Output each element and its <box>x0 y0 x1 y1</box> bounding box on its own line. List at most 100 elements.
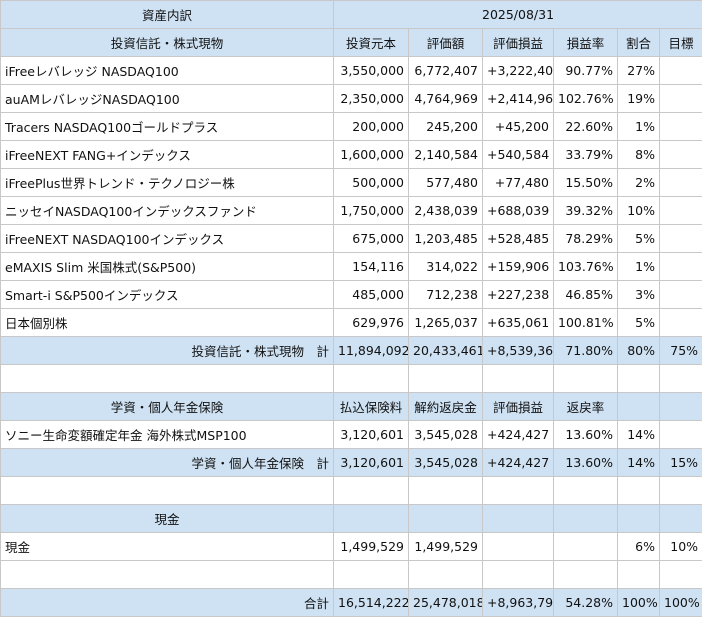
col-value-header: 評価額 <box>408 28 483 57</box>
grand-total-value: 25,478,018 <box>408 588 483 617</box>
row-gain: +2,414,969 <box>482 84 554 113</box>
row-share: 19% <box>617 84 660 113</box>
spacer-row <box>0 560 702 589</box>
total-share: 14% <box>617 448 660 477</box>
col-target-header: 目標 <box>658 28 702 57</box>
total-value: 20,433,461 <box>408 336 483 365</box>
spacer-row <box>0 476 702 505</box>
row-share: 5% <box>617 308 660 337</box>
table-row: eMAXIS Slim 米国株式(S&P500) 154,116 314,022 +1… <box>0 252 702 281</box>
row-name: 現金 <box>0 532 334 561</box>
table-row: ニッセイNASDAQ100インデックスファンド 1,750,000 2,438,03… <box>0 196 702 225</box>
insurance-total-row: 学資・個人年金保険 計 3,120,601 3,545,028 +424,427… <box>0 448 702 477</box>
row-rate: 102.76% <box>553 84 618 113</box>
table-row: iFreeレバレッジ NASDAQ100 3,550,000 6,772,407 +3… <box>0 56 702 85</box>
row-value: 1,203,485 <box>408 224 483 253</box>
row-target <box>658 280 702 309</box>
row-share: 2% <box>617 168 660 197</box>
row-principal: 675,000 <box>333 224 409 253</box>
row-name: Tracers NASDAQ100ゴールドプラス <box>0 112 334 141</box>
table-row: 現金 1,499,529 1,499,529 6% 10% <box>0 532 702 561</box>
row-name: iFreeNEXT NASDAQ100インデックス <box>0 224 334 253</box>
row-name: iFreeNEXT FANG+インデックス <box>0 140 334 169</box>
row-name: eMAXIS Slim 米国株式(S&P500) <box>0 252 334 281</box>
row-share: 10% <box>617 196 660 225</box>
row-rate: 78.29% <box>553 224 618 253</box>
col-surrender-header: 解約返戻金 <box>408 392 483 421</box>
row-rate: 46.85% <box>553 280 618 309</box>
row-gain: +688,039 <box>482 196 554 225</box>
row-target <box>658 140 702 169</box>
col-gain-header: 評価損益 <box>482 28 554 57</box>
cash-section-label: 現金 <box>0 504 334 533</box>
grand-total-rate: 54.28% <box>553 588 618 617</box>
row-target <box>658 224 702 253</box>
row-name: 日本個別株 <box>0 308 334 337</box>
row-value: 2,438,039 <box>408 196 483 225</box>
total-label: 投資信託・株式現物 計 <box>0 336 334 365</box>
row-target <box>658 84 702 113</box>
col-return-rate-header: 返戻率 <box>553 392 618 421</box>
table-row: iFreeNEXT FANG+インデックス 1,600,000 2,140,584 +… <box>0 140 702 169</box>
row-principal: 2,350,000 <box>333 84 409 113</box>
total-gain: +8,539,369 <box>482 336 554 365</box>
row-gain: +635,061 <box>482 308 554 337</box>
row-rate: 103.76% <box>553 252 618 281</box>
row-principal: 1,750,000 <box>333 196 409 225</box>
grand-total-target: 100% <box>658 588 702 617</box>
table-row: 日本個別株 629,976 1,265,037 +635,061 100.81% 5% <box>0 308 702 337</box>
row-principal: 1,499,529 <box>333 532 409 561</box>
grand-total-share: 100% <box>617 588 660 617</box>
row-value: 245,200 <box>408 112 483 141</box>
row-name: ニッセイNASDAQ100インデックスファンド <box>0 196 334 225</box>
row-rate: 39.32% <box>553 196 618 225</box>
title-row: 資産内訳 2025/08/31 <box>0 0 702 29</box>
row-gain: +540,584 <box>482 140 554 169</box>
table-row: iFreePlus世界トレンド・テクノロジー株 500,000 577,480 +77… <box>0 168 702 197</box>
row-gain: +159,906 <box>482 252 554 281</box>
row-rate <box>553 532 618 561</box>
row-principal: 3,550,000 <box>333 56 409 85</box>
total-rate: 71.80% <box>553 336 618 365</box>
row-share: 27% <box>617 56 660 85</box>
row-name: Smart-i S&P500インデックス <box>0 280 334 309</box>
row-share: 8% <box>617 140 660 169</box>
row-share: 3% <box>617 280 660 309</box>
row-target <box>658 308 702 337</box>
row-name: iFreePlus世界トレンド・テクノロジー株 <box>0 168 334 197</box>
row-principal: 1,600,000 <box>333 140 409 169</box>
row-name: ソニー生命変額確定年金 海外株式MSP100 <box>0 420 334 449</box>
row-gain: +45,200 <box>482 112 554 141</box>
row-target <box>658 196 702 225</box>
row-rate: 15.50% <box>553 168 618 197</box>
invest-section-label: 投資信託・株式現物 <box>0 28 334 57</box>
row-gain: +528,485 <box>482 224 554 253</box>
total-principal: 11,894,092 <box>333 336 409 365</box>
grand-total-label: 合計 <box>0 588 334 617</box>
row-name: iFreeレバレッジ NASDAQ100 <box>0 56 334 85</box>
row-rate: 22.60% <box>553 112 618 141</box>
row-principal: 3,120,601 <box>333 420 409 449</box>
row-gain: +77,480 <box>482 168 554 197</box>
insurance-section-label: 学資・個人年金保険 <box>0 392 334 421</box>
table-row: auAMレバレッジNASDAQ100 2,350,000 4,764,969 +2,4… <box>0 84 702 113</box>
row-value: 3,545,028 <box>408 420 483 449</box>
total-label: 学資・個人年金保険 計 <box>0 448 334 477</box>
row-target <box>658 112 702 141</box>
col-share-header: 割合 <box>617 28 660 57</box>
row-value: 712,238 <box>408 280 483 309</box>
row-share: 1% <box>617 252 660 281</box>
row-name: auAMレバレッジNASDAQ100 <box>0 84 334 113</box>
row-target <box>658 168 702 197</box>
row-value: 1,499,529 <box>408 532 483 561</box>
insurance-header-row: 学資・個人年金保険 払込保険料 解約返戻金 評価損益 返戻率 <box>0 392 702 421</box>
table-row: ソニー生命変額確定年金 海外株式MSP100 3,120,601 3,545,028… <box>0 420 702 449</box>
table-row: Smart-i S&P500インデックス 485,000 712,238 +227,2… <box>0 280 702 309</box>
col-principal-header: 投資元本 <box>333 28 409 57</box>
row-target: 10% <box>658 532 702 561</box>
grand-total-row: 合計 16,514,222 25,478,018 +8,963,796 54.2… <box>0 588 702 617</box>
total-rate: 13.60% <box>553 448 618 477</box>
total-principal: 3,120,601 <box>333 448 409 477</box>
row-value: 4,764,969 <box>408 84 483 113</box>
